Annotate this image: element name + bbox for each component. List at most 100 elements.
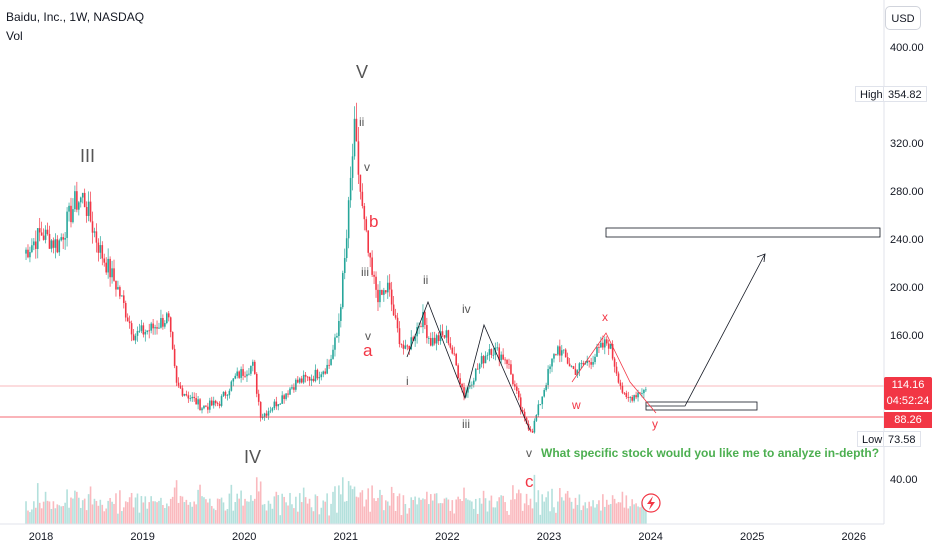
candle-body bbox=[181, 388, 184, 396]
candle-body bbox=[377, 289, 379, 303]
wave-label-x: x bbox=[602, 310, 608, 324]
candle-body bbox=[435, 335, 438, 344]
candle-body bbox=[271, 408, 274, 411]
time-tick-1: 2019 bbox=[130, 531, 154, 543]
candle-body bbox=[91, 221, 94, 233]
candle-body bbox=[291, 387, 293, 389]
symbol-title[interactable]: Baidu, Inc., 1W, NASDAQ bbox=[6, 10, 145, 24]
volume-bar bbox=[539, 514, 542, 524]
candle-body bbox=[514, 384, 516, 387]
candle-body bbox=[177, 382, 180, 386]
candle-body bbox=[324, 371, 326, 374]
candle-body bbox=[38, 228, 41, 233]
volume-bar bbox=[271, 508, 274, 524]
volume-bar bbox=[514, 499, 516, 524]
candle-body bbox=[244, 375, 246, 377]
candles bbox=[25, 102, 647, 434]
volume-bar bbox=[136, 493, 139, 524]
volume-bar bbox=[302, 487, 305, 524]
volume-bar bbox=[238, 498, 240, 524]
candle-body bbox=[31, 245, 33, 253]
volume-bar bbox=[273, 496, 276, 524]
candle-body bbox=[582, 362, 585, 365]
volume-bar bbox=[643, 499, 645, 524]
volume-bar bbox=[574, 497, 577, 524]
candle-body bbox=[197, 399, 199, 405]
volume-bar bbox=[298, 493, 301, 524]
volume-bar bbox=[255, 477, 258, 524]
volume-bar bbox=[119, 490, 121, 524]
volume-bar bbox=[521, 510, 524, 524]
volume-bar bbox=[236, 493, 238, 524]
candle-body bbox=[117, 287, 119, 290]
volume-bar bbox=[629, 506, 632, 524]
volume-bar bbox=[60, 506, 63, 524]
volume-bar bbox=[420, 499, 422, 524]
volume-bar bbox=[66, 489, 68, 524]
wave-zigzag-red bbox=[571, 332, 657, 414]
volume-bar bbox=[179, 495, 182, 524]
candle-body bbox=[541, 396, 544, 405]
candle-body bbox=[246, 374, 248, 377]
wave-label-a: a bbox=[363, 341, 373, 360]
forecast-arrowhead bbox=[756, 253, 766, 263]
candle-body bbox=[56, 239, 59, 253]
volume-bar bbox=[443, 498, 446, 524]
candle-body bbox=[519, 397, 522, 410]
volume-bar bbox=[533, 474, 536, 524]
volume-bar bbox=[93, 498, 96, 524]
volume-bar bbox=[623, 507, 626, 524]
currency-button[interactable]: USD bbox=[885, 6, 921, 30]
candle-body bbox=[594, 356, 596, 363]
volume-bar bbox=[453, 513, 456, 524]
candle-body bbox=[279, 403, 282, 405]
candle-body bbox=[412, 337, 414, 341]
volume-bar bbox=[203, 497, 205, 524]
volume-bar bbox=[615, 503, 618, 524]
bolt-icon[interactable] bbox=[641, 493, 661, 513]
volume-bar bbox=[639, 507, 641, 524]
candle-body bbox=[525, 417, 528, 424]
candle-body bbox=[83, 192, 86, 208]
wave-label-w: w bbox=[571, 398, 581, 412]
candle-body bbox=[375, 276, 377, 290]
candle-body bbox=[398, 328, 401, 345]
candle-body bbox=[52, 240, 55, 248]
candle-body bbox=[66, 211, 68, 238]
candle-body bbox=[29, 252, 31, 258]
volume-bar bbox=[605, 499, 608, 524]
volume-bar bbox=[79, 507, 82, 524]
volume-bar bbox=[474, 498, 477, 524]
volume-label[interactable]: Vol bbox=[6, 29, 23, 43]
volume-bar bbox=[158, 500, 160, 524]
wave-label-iv: iv bbox=[462, 302, 471, 316]
volume-bar bbox=[498, 497, 501, 524]
candle-body bbox=[79, 197, 82, 203]
candle-body bbox=[474, 368, 477, 381]
price-tick-3: 240.00 bbox=[890, 234, 924, 246]
volume-bar bbox=[416, 504, 418, 524]
volume-bar bbox=[173, 487, 176, 524]
candle-body bbox=[42, 235, 45, 240]
candle-body bbox=[516, 386, 518, 391]
candle-body bbox=[537, 404, 540, 415]
volume-bar bbox=[130, 492, 133, 524]
candle-body bbox=[259, 401, 262, 418]
volume-bar bbox=[383, 510, 385, 524]
volume-bar bbox=[385, 500, 387, 524]
volume-bar bbox=[551, 488, 553, 524]
volume-bar bbox=[345, 500, 348, 524]
candle-body bbox=[224, 391, 227, 396]
volume-bar bbox=[64, 502, 66, 524]
volume-bar bbox=[171, 496, 174, 524]
wave-label-v-low: v bbox=[365, 329, 371, 343]
volume-bar bbox=[83, 498, 86, 524]
candle-body bbox=[605, 339, 608, 344]
volume-bar bbox=[142, 502, 145, 524]
candle-body bbox=[449, 343, 452, 348]
candle-body bbox=[414, 336, 416, 341]
candle-body bbox=[343, 258, 346, 274]
candle-body bbox=[216, 403, 219, 405]
volume-bar bbox=[418, 497, 420, 524]
